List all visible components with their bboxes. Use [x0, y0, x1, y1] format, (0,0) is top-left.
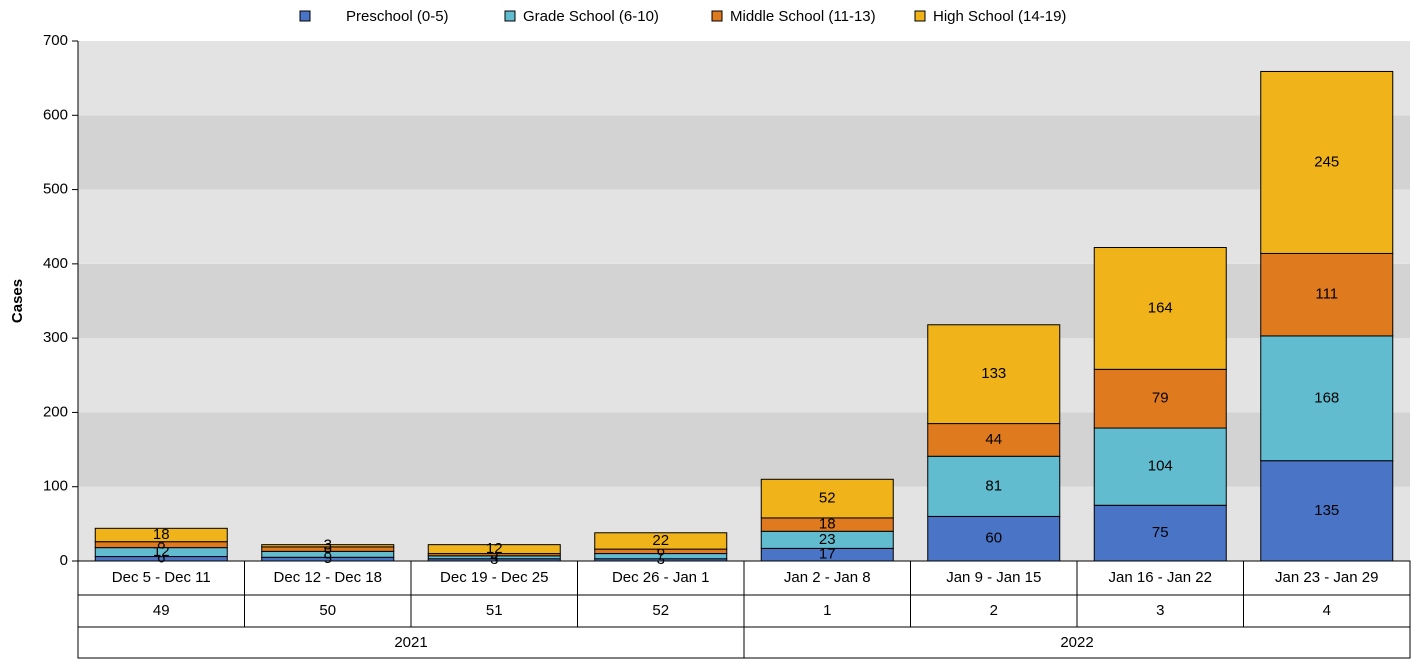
x-tick-label: Jan 9 - Jan 15: [946, 569, 1041, 586]
bar-segment: [760, 478, 894, 519]
x-tick-label: Jan 2 - Jan 8: [784, 569, 871, 586]
y-tick-label: 100: [43, 478, 68, 495]
data-label: 3: [324, 537, 332, 554]
week-label: 52: [652, 602, 669, 619]
data-label: 164: [1148, 299, 1173, 316]
data-label: 44: [985, 431, 1002, 448]
data-label: 6: [324, 540, 332, 557]
x-tick-label: Jan 16 - Jan 22: [1109, 569, 1212, 586]
data-label: 52: [819, 490, 836, 507]
data-label: 75: [1152, 524, 1169, 541]
bar-segment: [427, 544, 561, 555]
bar-segment: [1260, 70, 1394, 254]
data-label: 18: [153, 526, 170, 543]
data-label: 5: [324, 550, 332, 567]
data-label: 111: [1315, 286, 1338, 303]
week-label: 51: [486, 602, 503, 619]
week-label: 3: [1156, 602, 1164, 619]
bar-segment: [927, 455, 1061, 517]
y-tick-label: 600: [43, 106, 68, 123]
data-label: 8: [157, 536, 165, 553]
data-label: 8: [324, 545, 332, 562]
year-label: 2022: [1060, 634, 1093, 651]
data-label: 17: [819, 546, 836, 563]
week-label: 49: [153, 602, 170, 619]
x-tick-label: Dec 5 - Dec 11: [112, 569, 211, 586]
y-tick-label: 200: [43, 403, 68, 420]
y-tick-label: 500: [43, 181, 68, 198]
data-label: 22: [652, 532, 669, 549]
data-label: 133: [981, 365, 1006, 382]
data-label: 12: [486, 540, 503, 557]
bar-segment: [594, 532, 728, 550]
legend-label: Grade School (6-10): [523, 8, 659, 25]
bar-segment: [1260, 335, 1394, 462]
grid-band: [78, 115, 1410, 190]
legend-label: Middle School (11-13): [730, 8, 876, 25]
data-label: 3: [490, 551, 498, 568]
week-label: 2: [990, 602, 998, 619]
year-label: 2021: [394, 634, 427, 651]
bar-segment: [927, 324, 1061, 425]
legend-label: High School (14-19): [933, 8, 1066, 25]
data-label: 60: [985, 530, 1002, 547]
data-label: 6: [157, 550, 165, 567]
data-label: 104: [1148, 458, 1173, 475]
legend-swatch: [299, 10, 311, 22]
legend-label: Preschool (0-5): [346, 8, 449, 25]
data-label: 6: [657, 542, 665, 559]
week-label: 50: [319, 602, 336, 619]
x-tick-label: Jan 23 - Jan 29: [1275, 569, 1378, 586]
data-label: 7: [657, 547, 665, 564]
bar-segment: [1260, 252, 1394, 337]
legend-swatch: [711, 10, 723, 22]
grid-band: [78, 41, 1410, 116]
x-tick-label: Dec 19 - Dec 25: [440, 569, 548, 586]
data-label: 135: [1314, 502, 1339, 519]
data-label: 168: [1314, 389, 1339, 406]
bar-segment: [1093, 247, 1227, 370]
data-label: 245: [1314, 153, 1339, 170]
bar-segment: [94, 527, 228, 543]
y-axis-label: Cases: [9, 279, 26, 323]
y-tick-label: 300: [43, 329, 68, 346]
bar-segment: [1093, 504, 1227, 562]
data-label: 79: [1152, 390, 1169, 407]
bar-segment: [927, 423, 1061, 457]
bar-segment: [1093, 427, 1227, 506]
legend-swatch: [504, 10, 516, 22]
data-label: 3: [490, 546, 498, 563]
week-label: 1: [823, 602, 831, 619]
data-label: 81: [985, 477, 1002, 494]
data-label: 23: [819, 531, 836, 548]
x-tick-label: Dec 12 - Dec 18: [274, 569, 382, 586]
data-label: 4: [490, 548, 498, 565]
bar-segment: [927, 515, 1061, 562]
y-tick-label: 400: [43, 255, 68, 272]
y-tick-label: 700: [43, 32, 68, 49]
legend-swatch: [914, 10, 926, 22]
bar-segment: [261, 544, 395, 548]
y-tick-label: 0: [60, 552, 68, 569]
week-label: 4: [1323, 602, 1331, 619]
data-label: 3: [657, 551, 665, 568]
data-label: 18: [819, 516, 836, 533]
x-tick-label: Dec 26 - Jan 1: [612, 569, 710, 586]
